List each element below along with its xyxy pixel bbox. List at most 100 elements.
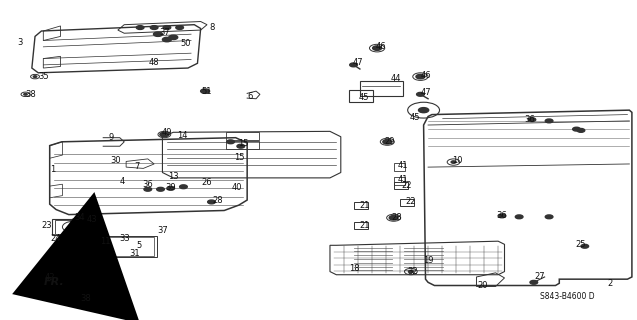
Text: 50: 50 [181,39,191,48]
Bar [349,90,373,102]
Text: 21: 21 [360,221,370,230]
Circle shape [383,140,392,144]
Circle shape [417,75,424,78]
Text: 47: 47 [353,58,363,67]
Circle shape [167,187,175,190]
Text: 34: 34 [75,213,85,222]
Circle shape [545,119,553,123]
Circle shape [419,108,429,113]
Text: 49: 49 [162,128,172,137]
Text: 37: 37 [157,226,168,235]
Text: 36: 36 [525,115,535,124]
Circle shape [408,270,413,273]
Text: 45: 45 [359,93,369,102]
Text: 24: 24 [51,234,61,243]
Text: 38: 38 [25,90,36,99]
Circle shape [373,46,382,50]
Text: 37: 37 [159,28,169,37]
Bar [55,220,92,234]
Circle shape [577,129,585,132]
Circle shape [154,32,162,36]
Text: 31: 31 [130,249,140,258]
Circle shape [573,127,580,131]
Text: 10: 10 [452,156,462,165]
Text: 45: 45 [410,113,420,122]
Bar [394,182,408,189]
Circle shape [515,215,523,219]
Text: 44: 44 [391,74,401,83]
Text: 28: 28 [391,213,401,222]
Text: 20: 20 [478,281,488,290]
Text: 28: 28 [213,196,223,204]
Bar [354,202,368,209]
Text: 4: 4 [120,178,125,187]
Circle shape [162,133,167,136]
Circle shape [545,215,553,219]
Text: 5: 5 [136,241,141,250]
Circle shape [150,26,158,29]
Text: 38: 38 [81,294,91,303]
Circle shape [33,76,37,77]
Circle shape [163,26,171,29]
Text: 22: 22 [401,181,412,190]
Text: 15: 15 [234,153,244,162]
Text: 27: 27 [535,272,545,282]
Bar [226,141,259,149]
Text: 40: 40 [232,183,242,192]
Text: 22: 22 [406,197,416,206]
Text: 36: 36 [143,180,153,189]
Circle shape [385,140,390,143]
Circle shape [144,188,152,191]
Text: 15: 15 [238,139,248,148]
Text: 41: 41 [397,161,408,170]
Text: 36: 36 [497,212,507,220]
Circle shape [530,280,538,284]
Text: 2: 2 [608,279,613,288]
Text: 21: 21 [360,201,370,210]
Circle shape [391,216,396,219]
Circle shape [162,37,171,42]
Circle shape [498,214,506,218]
Bar [99,236,157,257]
Text: 1: 1 [50,165,55,174]
Text: 19: 19 [423,256,433,265]
Text: 48: 48 [149,58,159,67]
Circle shape [237,144,245,148]
Circle shape [180,185,187,189]
Text: FR.: FR. [43,277,64,287]
Text: 26: 26 [202,179,212,188]
Text: 33: 33 [119,235,129,244]
Text: 39: 39 [166,183,176,192]
Text: 42: 42 [45,273,55,283]
Bar [226,132,259,140]
Circle shape [416,74,425,79]
Circle shape [176,26,183,29]
Text: 3: 3 [18,38,23,47]
Circle shape [581,244,589,248]
Text: 13: 13 [168,172,178,181]
Text: 51: 51 [202,87,212,96]
Text: 23: 23 [41,221,52,230]
Circle shape [169,35,178,40]
Text: 30: 30 [111,156,121,165]
Text: 9: 9 [109,133,114,142]
Text: 7: 7 [134,162,140,171]
Circle shape [136,26,144,29]
Bar [102,237,154,256]
Circle shape [24,93,27,95]
Circle shape [389,216,398,220]
Text: 8: 8 [210,23,215,32]
Text: 35: 35 [38,72,48,81]
Text: 29: 29 [385,137,395,146]
Circle shape [417,92,424,96]
Circle shape [201,89,210,93]
Text: S843-B4600 D: S843-B4600 D [540,292,595,301]
Circle shape [157,188,164,191]
Bar [360,81,403,96]
Text: 18: 18 [350,264,360,273]
Text: 6: 6 [247,92,252,101]
Text: 43: 43 [87,215,97,225]
Circle shape [208,200,215,204]
Text: 11: 11 [100,237,110,246]
Bar [354,221,368,228]
